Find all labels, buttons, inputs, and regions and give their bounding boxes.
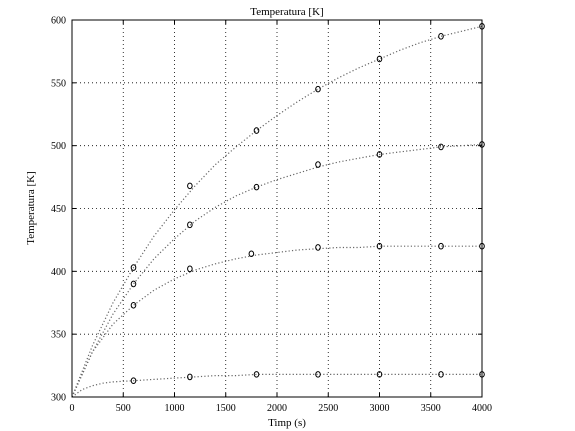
fit-curves [71,25,483,398]
x-tick-label: 2500 [318,403,338,414]
x-tick-label: 3000 [370,403,390,414]
chart-title: Temperatura [K] [250,6,323,18]
y-tick-label: 450 [51,204,66,215]
y-tick-label: 550 [51,78,66,89]
data-point-series-2 [253,183,260,191]
data-point-series-1 [253,127,260,134]
data-point-series-4 [187,373,193,381]
data-point-series-3 [130,301,137,309]
x-tick-label: 0 [70,403,75,414]
fit-curve-series-2 [71,143,483,398]
data-point-series-4 [438,371,444,378]
x-tick-label: 2000 [267,403,287,414]
x-tick-label: 500 [116,403,131,414]
data-markers [130,22,485,384]
fit-curve-series-1 [71,25,483,398]
data-point-series-2 [376,151,383,158]
x-tick-label: 3500 [421,403,441,414]
x-tick-label: 1000 [165,403,185,414]
x-axis-label: Timp (s) [268,417,306,429]
axis-ticks: 0 500 1000 1500 2000 2500 3000 3500 4000 300 350 40… [51,16,492,415]
y-tick-label: 300 [51,393,66,404]
x-tick-label: 4000 [472,403,492,414]
data-point-series-1 [187,182,193,190]
data-point-series-4 [253,371,260,378]
data-point-series-1 [376,55,383,63]
y-axis-label: Temperatura [K] [25,171,37,244]
y-tick-label: 500 [51,141,66,152]
data-point-series-4 [376,371,383,378]
y-tick-label: 350 [51,330,66,341]
data-point-series-3 [438,242,444,250]
data-point-series-4 [315,371,321,378]
data-point-series-4 [130,377,137,384]
data-point-series-3 [248,250,255,258]
data-point-series-2 [315,161,321,168]
data-point-series-3 [187,265,193,273]
data-point-series-2 [130,280,137,288]
grid [72,20,482,397]
x-tick-label: 1500 [216,403,236,414]
data-point-series-3 [315,244,321,251]
data-point-series-3 [376,242,383,250]
data-point-series-2 [438,143,444,151]
fit-curve-series-4 [71,373,482,398]
data-point-series-1 [315,85,321,93]
data-point-series-2 [187,221,193,229]
data-point-series-1 [438,33,444,40]
y-tick-label: 600 [51,16,66,27]
data-point-series-1 [130,264,137,271]
y-tick-label: 400 [51,267,66,278]
